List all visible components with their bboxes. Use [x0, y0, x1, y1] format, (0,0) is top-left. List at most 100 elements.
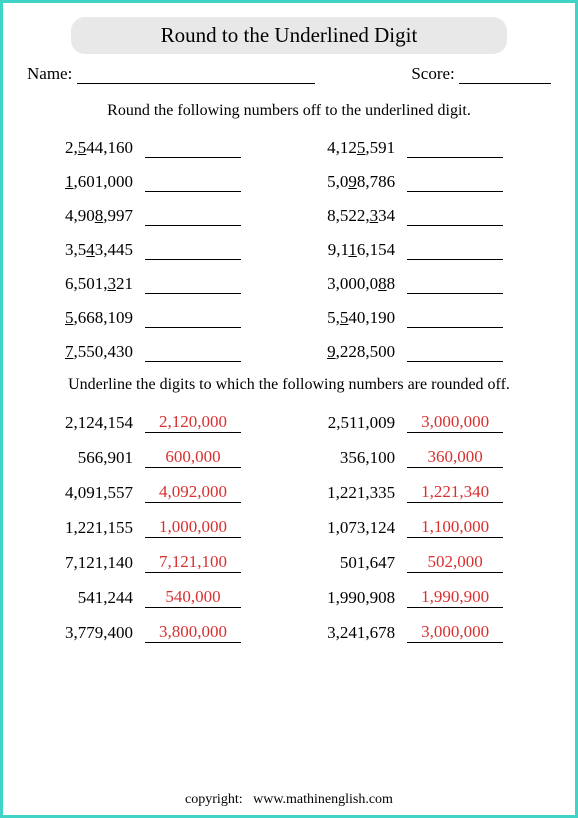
- worksheet-page: Round to the Underlined Digit Name: Scor…: [0, 0, 578, 818]
- answer-value: 1,100,000: [407, 517, 503, 538]
- problem-cell: 4,091,5574,092,000: [37, 482, 279, 503]
- problem-number: 1,990,908: [299, 588, 395, 608]
- problem-number: 1,221,155: [37, 518, 133, 538]
- problem-cell: 1,221,155 1,000,000: [37, 517, 279, 538]
- problem-cell: 9,228,500: [299, 342, 541, 362]
- problem-cell: 3,543,445: [37, 240, 279, 260]
- problem-row: 2,544,160 4,125,591: [37, 138, 541, 158]
- answer-blank[interactable]: [407, 140, 503, 158]
- problem-number: 6,501,321: [37, 274, 133, 294]
- problem-cell: 5,098,786: [299, 172, 541, 192]
- problem-row: 6,501,321 3,000,088: [37, 274, 541, 294]
- problem-row: 7,550,430 9,228,500: [37, 342, 541, 362]
- problem-cell: 1,221,335 1,221,340: [299, 482, 541, 503]
- problem-cell: 541,244 540,000: [37, 587, 279, 608]
- problem-number: 9,116,154: [299, 240, 395, 260]
- problem-number: 3,779,400: [37, 623, 133, 643]
- footer-label: copyright:: [185, 792, 243, 807]
- problem-number: 356,100: [299, 448, 395, 468]
- problem-number: 8,522,334: [299, 206, 395, 226]
- problem-cell: 3,000,088: [299, 274, 541, 294]
- problem-row: 1,221,155 1,000,000 1,073,124 1,100,000: [37, 517, 541, 538]
- problem-number: 4,125,591: [299, 138, 395, 158]
- problem-cell: 501,647502,000: [299, 552, 541, 573]
- page-title: Round to the Underlined Digit: [71, 17, 507, 54]
- problem-cell: 566,901 600,000: [37, 447, 279, 468]
- problem-number: 7,121,140: [37, 553, 133, 573]
- problem-cell: 2,544,160: [37, 138, 279, 158]
- problem-number: 5,668,109: [37, 308, 133, 328]
- answer-blank[interactable]: [145, 344, 241, 362]
- problem-cell: 7,121,140 7,121,100: [37, 552, 279, 573]
- problem-cell: 2,511,0093,000,000: [299, 412, 541, 433]
- section-2: 2,124,154 2,120,000 2,511,0093,000,000 566,…: [21, 412, 557, 643]
- answer-blank[interactable]: [407, 208, 503, 226]
- answer-blank[interactable]: [407, 276, 503, 294]
- answer-blank[interactable]: [145, 174, 241, 192]
- problem-cell: 6,501,321: [37, 274, 279, 294]
- problem-row: 3,543,445 9,116,154: [37, 240, 541, 260]
- name-field: Name:: [27, 64, 315, 84]
- problem-number: 1,221,335: [299, 483, 395, 503]
- problem-number: 2,544,160: [37, 138, 133, 158]
- meta-row: Name: Score:: [27, 64, 551, 84]
- answer-value: 4,092,000: [145, 482, 241, 503]
- problem-number: 3,241,678: [299, 623, 395, 643]
- answer-value: 600,000: [145, 447, 241, 468]
- problem-number: 541,244: [37, 588, 133, 608]
- problem-number: 2,124,154: [37, 413, 133, 433]
- footer-url: www.mathinenglish.com: [253, 792, 393, 807]
- answer-blank[interactable]: [145, 208, 241, 226]
- problem-cell: 1,601,000: [37, 172, 279, 192]
- problem-number: 3,543,445: [37, 240, 133, 260]
- name-blank[interactable]: [77, 66, 315, 84]
- problem-row: 7,121,140 7,121,100 501,647502,000: [37, 552, 541, 573]
- problem-row: 4,091,5574,092,000 1,221,335 1,221,340: [37, 482, 541, 503]
- answer-value: 3,800,000: [145, 622, 241, 643]
- problem-cell: 7,550,430: [37, 342, 279, 362]
- answer-value: 1,000,000: [145, 517, 241, 538]
- answer-blank[interactable]: [407, 310, 503, 328]
- answer-value: 360,000: [407, 447, 503, 468]
- problem-number: 1,073,124: [299, 518, 395, 538]
- problem-number: 9,228,500: [299, 342, 395, 362]
- problem-row: 566,901 600,000 356,100 360,000: [37, 447, 541, 468]
- problem-cell: 8,522,334: [299, 206, 541, 226]
- problem-cell: 5,668,109: [37, 308, 279, 328]
- answer-value: 540,000: [145, 587, 241, 608]
- problem-number: 5,098,786: [299, 172, 395, 192]
- answer-value: 1,221,340: [407, 482, 503, 503]
- problem-row: 1,601,000 5,098,786: [37, 172, 541, 192]
- instruction-1: Round the following numbers off to the u…: [21, 102, 557, 120]
- problem-row: 5,668,109 5,540,190: [37, 308, 541, 328]
- answer-blank[interactable]: [145, 242, 241, 260]
- problem-cell: 1,073,124 1,100,000: [299, 517, 541, 538]
- answer-blank[interactable]: [145, 140, 241, 158]
- problem-cell: 5,540,190: [299, 308, 541, 328]
- problem-number: 4,908,997: [37, 206, 133, 226]
- problem-row: 2,124,154 2,120,000 2,511,0093,000,000: [37, 412, 541, 433]
- problem-row: 4,908,997 8,522,334: [37, 206, 541, 226]
- problem-cell: 3,779,400 3,800,000: [37, 622, 279, 643]
- answer-value: 3,000,000: [407, 412, 503, 433]
- answer-blank[interactable]: [407, 174, 503, 192]
- answer-blank[interactable]: [145, 310, 241, 328]
- problem-row: 541,244 540,000 1,990,908 1,990,900: [37, 587, 541, 608]
- problem-number: 5,540,190: [299, 308, 395, 328]
- score-label: Score:: [411, 64, 454, 83]
- score-blank[interactable]: [459, 66, 551, 84]
- answer-blank[interactable]: [407, 242, 503, 260]
- answer-value: 7,121,100: [145, 552, 241, 573]
- answer-value: 3,000,000: [407, 622, 503, 643]
- answer-value: 2,120,000: [145, 412, 241, 433]
- problem-number: 566,901: [37, 448, 133, 468]
- footer: copyright: www.mathinenglish.com: [3, 792, 575, 808]
- problem-cell: 1,990,908 1,990,900: [299, 587, 541, 608]
- answer-value: 1,990,900: [407, 587, 503, 608]
- problem-cell: 3,241,678 3,000,000: [299, 622, 541, 643]
- problem-number: 7,550,430: [37, 342, 133, 362]
- answer-blank[interactable]: [145, 276, 241, 294]
- instruction-2: Underline the digits to which the follow…: [21, 376, 557, 394]
- problem-row: 3,779,400 3,800,000 3,241,678 3,000,000: [37, 622, 541, 643]
- answer-blank[interactable]: [407, 344, 503, 362]
